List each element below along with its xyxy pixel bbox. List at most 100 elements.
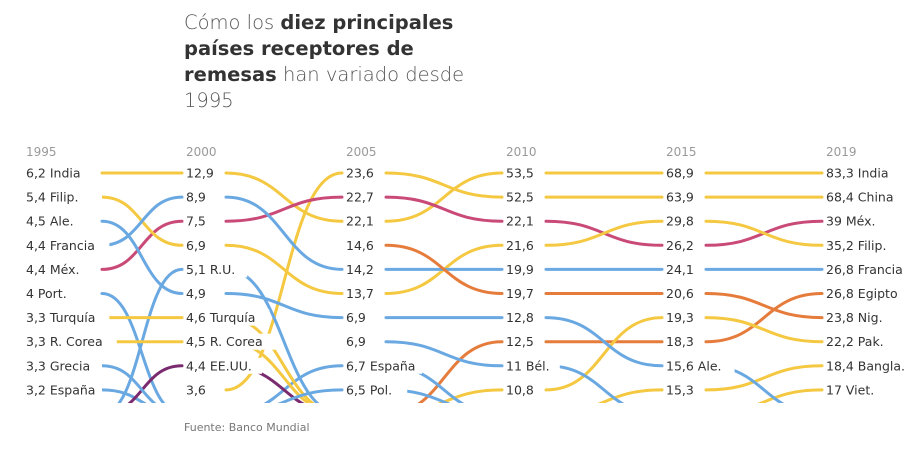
value-label-bg [504,357,560,374]
value-label-bg [24,309,110,326]
value-label: 6,9 [346,310,366,325]
value-label: 20,6 [666,286,694,301]
value-label: 3,6 [186,382,206,397]
value-label: 18,4 Bangla. [826,358,905,373]
value-label: 11 Bél. [506,358,550,373]
value-label: 63,9 [666,190,694,205]
value-label: 22,1 [506,214,534,229]
value-label-bg [824,213,880,230]
value-label: 26,2 [666,238,694,253]
series-line-espa-a [100,364,465,403]
title-bold: diez principales países receptores de re… [184,11,454,86]
series-line-port- [100,292,166,403]
series-line-m-x- [100,195,824,271]
value-label: 6,7 España [346,358,415,373]
value-label: 3,3 Grecia [26,358,90,373]
value-label: 14,2 [346,262,374,277]
value-label-bg [824,189,902,206]
value-label-bg [664,357,735,374]
series-line-pak- [437,316,824,403]
value-label: 4,6 Turquía [186,310,255,325]
value-label-bg [24,357,102,374]
series-line-india [100,171,824,223]
value-label: 10,8 [506,382,534,397]
series-line-francia [100,195,824,271]
value-label-bg [184,333,277,350]
value-label: 29,8 [666,214,694,229]
value-label: 13,7 [346,286,374,301]
value-label-bg [824,309,895,326]
value-label: 4,9 [186,286,206,301]
value-label-bg [24,213,88,230]
value-label: 15,3 [666,382,694,397]
value-label: 68,4 China [826,190,894,205]
year-label-1995: 1995 [26,145,57,159]
value-label-bg [504,165,538,181]
value-label-bg [344,285,378,302]
value-label-bg [24,165,95,181]
value-label-bg [504,309,538,326]
value-label-bg [664,381,698,398]
series-line-grecia [100,364,157,403]
value-label-bg [504,261,538,278]
value-label: 26,8 Egipto [826,286,898,301]
value-label-bg [344,165,378,181]
value-label-bg [824,165,902,181]
chart-title: Cómo los diez principales países recepto… [184,10,474,114]
value-label: 18,3 [666,334,694,349]
value-label-bg [664,189,698,206]
value-label-bg [184,285,211,302]
value-label-bg [344,237,378,254]
value-label: 19,7 [506,286,534,301]
value-label-bg [24,237,110,254]
year-label-2000: 2000 [186,145,217,159]
value-label-bg [664,309,698,326]
value-label-bg [824,261,916,278]
value-label: 26,8 Francia [826,262,903,277]
value-label-bg [24,285,80,302]
series-line-nig- [384,243,824,320]
value-label: 7,5 [186,214,206,229]
value-label-bg [504,189,538,206]
value-label-bg [504,285,538,302]
value-label-bg [344,381,408,398]
value-label-bg [664,261,698,278]
value-label: 39 Méx. [826,214,876,229]
value-label: 52,5 [506,190,534,205]
value-label: 14,6 [346,238,374,253]
value-label-bg [184,261,248,278]
year-label-2005: 2005 [346,145,377,159]
value-label: 83,3 India [826,166,888,181]
series-line-ale- [100,219,785,403]
value-label: 35,2 Filip. [826,238,886,253]
value-label-bg [184,189,211,206]
value-label: 6,9 [346,334,366,349]
value-label-bg [344,333,371,350]
value-label: 19,9 [506,262,534,277]
series-line-china [224,171,824,392]
value-label-bg [184,213,211,230]
value-label-bg [824,285,910,302]
value-label-bg [24,333,117,350]
value-label: 21,6 [506,238,534,253]
value-label: 3,2 España [26,382,95,397]
value-label: 3,3 Turquía [26,310,95,325]
value-label: 22,1 [346,214,374,229]
value-label: 53,5 [506,166,534,181]
value-label-bg [504,213,538,230]
value-label: 19,3 [666,310,694,325]
value-label: 5,4 Filip. [26,190,78,205]
year-label-2015: 2015 [666,145,697,159]
value-label-bg [184,357,262,374]
value-label-bg [184,237,211,254]
value-label-bg [344,357,422,374]
value-label-bg [184,309,270,326]
value-label-bg [24,381,102,398]
value-label-bg [344,261,378,278]
year-label-2019: 2019 [826,145,857,159]
value-label: 6,2 India [26,166,81,181]
value-label: 3,3 R. Corea [26,334,103,349]
value-label: 23,6 [346,166,374,181]
